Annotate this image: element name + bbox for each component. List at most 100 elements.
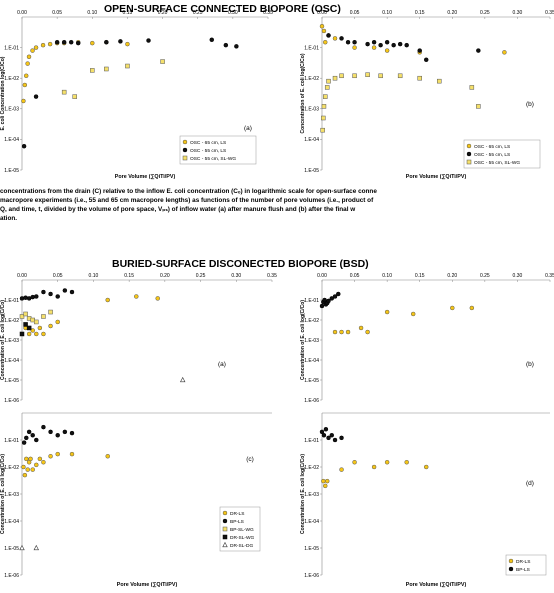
data-point (502, 50, 507, 55)
x-tick-label: 0.05 (52, 10, 62, 16)
x-tick-label: 0.20 (447, 10, 457, 16)
data-point (19, 331, 25, 337)
x-tick-label: 0.25 (196, 273, 206, 279)
data-point (22, 472, 28, 478)
data-point (324, 85, 330, 90)
data-point (384, 39, 390, 45)
data-point (40, 42, 46, 48)
data-point (329, 296, 335, 301)
data-point (48, 291, 53, 297)
data-point (33, 544, 39, 551)
x-tick-label: 0.20 (447, 273, 457, 279)
y-tick-label: 1.E-04 (304, 137, 319, 143)
x-tick-label: 0.30 (231, 273, 241, 279)
data-point (358, 325, 364, 331)
data-point (55, 319, 60, 325)
y-axis-label: E. coli Concentration log(C/Co) (0, 56, 6, 130)
data-point (450, 305, 455, 311)
y-tick-label: 1.E-06 (4, 573, 19, 579)
data-point (397, 41, 403, 47)
y-axis-label: Concentration of E. coli log(C/Co) (300, 53, 306, 133)
data-point (55, 294, 60, 299)
y-tick-label: 1.E-04 (4, 137, 19, 143)
y-tick-label: 1.E-02 (4, 76, 19, 82)
data-point (30, 48, 35, 53)
osc-section-title: OPEN-SURFACE CONNECTED BIOPORE (OSC) (104, 3, 341, 15)
legend-label: DR-SL-WG (230, 535, 255, 541)
data-point (339, 36, 344, 41)
data-point (321, 432, 327, 438)
legend: OSC - 65 cm, LS OSC - 55 cm, LS OSC - 55 c… (179, 135, 257, 165)
data-point (23, 322, 28, 327)
chart-bsd-a: 1.E-06 1.E-05 1.E-04 1.E-03 1.E-02 1.E-01 0.00… (0, 273, 277, 404)
x-tick-label: 0.10 (382, 10, 392, 16)
data-point (125, 41, 130, 47)
data-point (223, 42, 229, 48)
legend-marker (466, 159, 472, 165)
data-point (61, 89, 67, 95)
data-point (397, 73, 403, 79)
y-axis-label: Concentration of E. coli log(C/Co) (0, 300, 6, 380)
y-tick-label: 1.E-06 (304, 398, 319, 404)
y-tick-label: 1.E-02 (4, 465, 19, 471)
data-point (404, 42, 409, 48)
legend-marker (182, 147, 188, 153)
data-point (34, 462, 39, 468)
data-point (339, 435, 344, 441)
data-point (404, 459, 409, 465)
data-point (352, 459, 357, 465)
y-tick-label: 1.E-03 (304, 107, 319, 113)
data-point (37, 456, 43, 462)
data-point (30, 432, 35, 438)
legend-marker (222, 526, 228, 532)
data-point (332, 437, 338, 443)
data-point (105, 454, 110, 459)
data-point (75, 40, 81, 46)
x-tick-label: 0.35 (267, 273, 277, 279)
legend-box (179, 135, 257, 165)
x-tick-label: 0.30 (228, 10, 238, 16)
data-point (19, 544, 25, 551)
panel-label: (a) (244, 125, 252, 132)
chart-osc-a: 1.E-05 1.E-04 1.E-03 1.E-02 1.E-01 0.00 0.05 0.… (0, 10, 273, 180)
data-point (234, 44, 239, 49)
data-point (324, 478, 330, 484)
legend-label: BP-SL-WG (230, 527, 254, 533)
chart-bsd-d: 1.E-06 1.E-05 1.E-04 1.E-03 1.E-02 1.E-01 Conc… (300, 412, 550, 588)
legend-marker (222, 534, 228, 540)
y-tick-label: 1.E-03 (4, 338, 19, 344)
data-point (323, 427, 329, 432)
legend-label: BP-LS (516, 567, 530, 573)
x-tick-label: 0.15 (123, 10, 133, 16)
data-point (352, 45, 357, 50)
x-tick-label: 0.15 (415, 273, 425, 279)
x-tick-label: 0.25 (193, 10, 203, 16)
y-tick-label: 1.E-02 (304, 465, 319, 471)
data-point (384, 459, 390, 465)
data-point (104, 39, 109, 45)
y-tick-label: 1.E-01 (304, 438, 319, 444)
y-tick-label: 1.E-04 (4, 358, 19, 364)
data-point (323, 483, 328, 489)
data-point (319, 23, 325, 29)
legend-box (463, 139, 541, 169)
data-point (352, 73, 357, 79)
y-tick-label: 1.E-01 (4, 45, 19, 51)
data-point (34, 437, 39, 443)
x-tick-label: 0.35 (263, 10, 273, 16)
legend-label: OSC - 55 cm, LS (190, 148, 226, 154)
data-point (37, 325, 43, 331)
data-point (30, 467, 35, 472)
data-point (25, 61, 30, 66)
data-point (25, 467, 30, 472)
x-tick-label: 0.25 (480, 273, 490, 279)
x-tick-label: 0.20 (160, 273, 170, 279)
bsd-section-title: BURIED-SURFACE DISCONECTED BIOPORE (BSD) (112, 258, 369, 270)
data-point (30, 294, 35, 300)
data-point (41, 424, 46, 430)
data-point (48, 309, 53, 315)
data-point (23, 295, 28, 300)
y-tick-label: 1.E-01 (304, 298, 319, 304)
data-point (23, 73, 29, 79)
